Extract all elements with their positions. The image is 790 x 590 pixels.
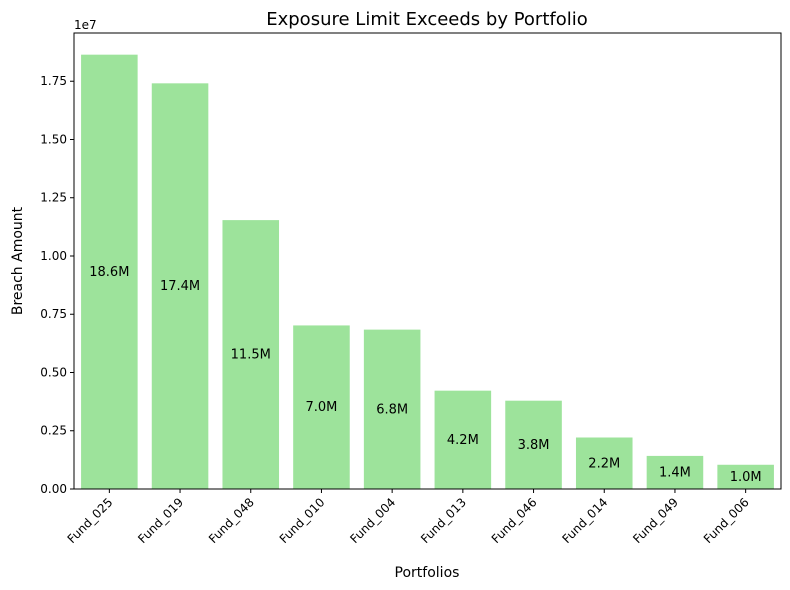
bar-Fund_019 — [151, 83, 209, 490]
x-tick-label: Fund_014 — [559, 495, 610, 546]
bar-value-label: 6.8M — [376, 402, 408, 417]
x-tick-label: Fund_046 — [489, 495, 540, 546]
bar-value-label: 17.4M — [160, 279, 200, 294]
x-tick-label: Fund_006 — [701, 495, 752, 546]
x-tick-label: Fund_004 — [347, 495, 398, 546]
bar-Fund_010 — [293, 325, 350, 489]
bar-value-label: 11.5M — [231, 348, 271, 363]
y-tick-label: 0.00 — [40, 482, 67, 496]
bar-value-label: 7.0M — [306, 400, 338, 415]
bar-Fund_049 — [646, 455, 704, 489]
x-tick-label: Fund_025 — [65, 495, 116, 546]
bar-value-label: 1.0M — [730, 470, 762, 485]
bar-Fund_046 — [505, 400, 562, 489]
bar-value-label: 4.2M — [447, 433, 479, 448]
bar-value-label: 1.4M — [659, 465, 691, 480]
bar-Fund_006 — [717, 464, 774, 489]
bar-value-label: 2.2M — [588, 456, 620, 471]
bar-Fund_014 — [575, 437, 633, 489]
y-tick-label: 0.75 — [40, 307, 67, 321]
x-axis-label: Portfolios — [395, 565, 460, 581]
y-tick-label: 1.75 — [40, 74, 67, 88]
bar-Fund_048 — [222, 220, 280, 489]
x-tick-label: Fund_013 — [418, 495, 469, 546]
bar-Fund_025 — [81, 54, 138, 490]
bar-value-label: 18.6M — [89, 265, 129, 280]
chart-title: Exposure Limit Exceeds by Portfolio — [266, 9, 588, 30]
y-tick-label: 1.25 — [40, 191, 67, 205]
x-axis-ticks: Fund_025 Fund_019 Fund_048 Fund_010 Fund_004… — [65, 489, 752, 546]
bar-value-label: 3.8M — [518, 438, 550, 453]
plot-area-frame — [73, 32, 782, 490]
y-axis-ticks: 0.00 0.25 0.50 0.75 1.00 1.25 1.50 1.75 — [40, 74, 74, 496]
bar-Fund_004 — [363, 329, 421, 489]
y-tick-label: 1.50 — [40, 132, 67, 146]
bar-labels-group: 18.6M 17.4M 11.5M 7.0M 6.8M 4.2M 3.8M 2.2M 1.4M 1… — [89, 265, 761, 485]
x-tick-label: Fund_049 — [630, 495, 681, 546]
y-tick-label: 0.50 — [40, 365, 67, 379]
y-tick-label: 1.00 — [40, 249, 67, 263]
x-tick-label: Fund_019 — [135, 495, 186, 546]
y-tick-label: 0.25 — [40, 424, 67, 438]
x-tick-label: Fund_048 — [206, 495, 257, 546]
y-axis-label: Breach Amount — [10, 206, 26, 315]
y-axis-offset-label: 1e7 — [74, 18, 97, 32]
x-tick-label: Fund_010 — [277, 495, 328, 546]
bar-Fund_013 — [434, 390, 492, 489]
bars-group — [81, 54, 774, 490]
